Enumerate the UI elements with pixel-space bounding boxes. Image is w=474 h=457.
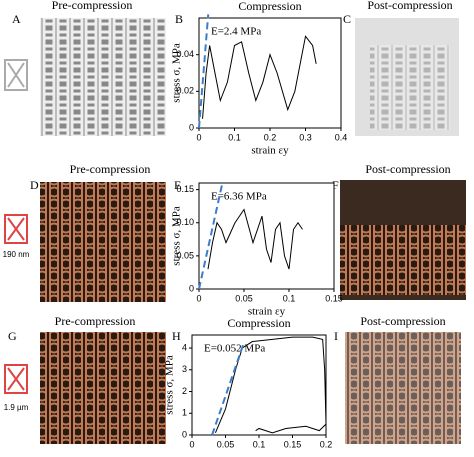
x-tick-label: 0.05 (235, 293, 253, 303)
x-tick-label: 0.4 (335, 132, 348, 142)
caption: Pre-compression (70, 162, 151, 176)
annotation: E=6.36 MPa (211, 191, 267, 203)
panel-label: A (12, 12, 21, 26)
y-tick-label: 0.15 (176, 184, 194, 194)
x-tick-label: 0 (189, 439, 194, 449)
photo (340, 225, 466, 295)
series-line (198, 182, 224, 290)
x-tick-label: 0.15 (284, 439, 302, 449)
series-line (214, 336, 327, 434)
icons (4, 59, 28, 394)
x-tick-label: 0 (196, 132, 201, 142)
x-tick-label: 0.05 (217, 439, 235, 449)
x-tick-label: 0.2 (264, 132, 277, 142)
caption: Pre-compression (55, 314, 136, 328)
photo (40, 182, 166, 302)
panel-label: C (343, 12, 351, 26)
x-tick-label: 0 (196, 293, 201, 303)
series-line (202, 35, 317, 119)
photo (40, 332, 166, 444)
y-tick-label: 0.05 (176, 250, 194, 260)
y-axis-label: stress σ, MPa (171, 43, 183, 103)
panel-label: B (175, 12, 183, 26)
y-tick-label: 2 (182, 386, 187, 396)
panel-label: I (334, 329, 338, 343)
caption: Post-compression (360, 314, 445, 328)
panel-label: G (8, 329, 17, 343)
chart-title: Compression (227, 316, 290, 330)
caption: Pre-compression (52, 0, 133, 12)
plot-frame (198, 182, 335, 290)
panel-label: E (174, 178, 181, 192)
y-tick-label: 3 (182, 364, 187, 374)
scale-label: 190 nm (3, 250, 30, 259)
annotation: E=0.052 MPa (204, 343, 265, 355)
annotation: E=2.4 MPa (211, 26, 261, 38)
series-line (198, 14, 210, 129)
y-tick-label: 1 (182, 408, 187, 418)
plot-frame (198, 17, 342, 129)
y-tick-label: 0.02 (176, 86, 194, 96)
icon (4, 59, 28, 91)
photo (370, 45, 450, 130)
chart-title: Compression (238, 0, 301, 13)
y-tick-label: 4 (182, 342, 187, 352)
plot-frame (191, 334, 327, 436)
y-tick-label: 0 (182, 429, 187, 439)
x-tick-label: 0.3 (299, 132, 312, 142)
panel-label: D (30, 178, 39, 192)
icon (4, 364, 28, 394)
series-line (211, 341, 246, 436)
y-axis-label: stress σ, MPa (164, 355, 176, 415)
x-axis-label: strain εy (251, 145, 289, 157)
series-line (207, 208, 303, 270)
y-axis-label: stress σ, MPa (171, 206, 183, 266)
caption: Post-compression (367, 0, 452, 12)
photo (40, 18, 166, 136)
y-tick-label: 0.10 (176, 217, 194, 227)
x-tick-label: 0.1 (228, 132, 241, 142)
photos (40, 18, 466, 444)
scale-label: 1.9 µm (4, 403, 29, 412)
y-tick-label: 0.04 (176, 49, 194, 59)
panel-label: F (332, 178, 339, 192)
x-tick-label: 0.1 (283, 293, 296, 303)
caption: Post-compression (365, 162, 450, 176)
x-tick-label: 0.2 (320, 439, 333, 449)
x-axis-label: strain εy (248, 306, 286, 318)
captions: A B C D E F G H I Pre-compression Post-c… (3, 0, 453, 412)
icon (4, 214, 28, 244)
y-tick-label: 0 (189, 283, 194, 293)
y-tick-label: 0 (189, 122, 194, 132)
x-tick-label: 0.1 (253, 439, 266, 449)
panel-label: H (172, 329, 181, 343)
photo (345, 332, 461, 444)
x-tick-label: 0.15 (325, 293, 343, 303)
